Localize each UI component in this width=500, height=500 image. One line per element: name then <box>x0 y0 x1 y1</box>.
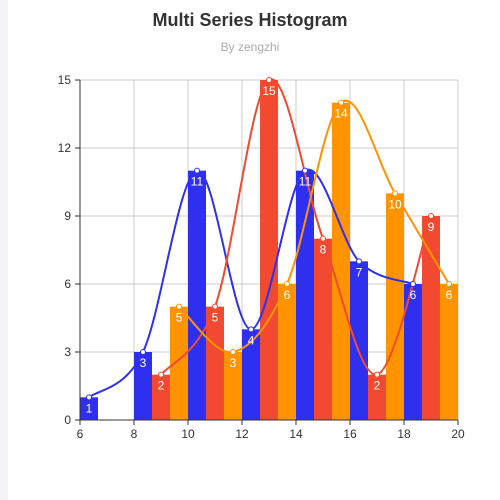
data-label: 8 <box>320 243 327 257</box>
y-tick-label: 3 <box>64 345 71 359</box>
bar <box>439 284 458 420</box>
series-point <box>410 281 417 287</box>
bar <box>404 284 423 420</box>
data-label: 6 <box>410 288 417 302</box>
data-labels: 1 3 11 4 11 7 6 2 5 15 8 2 9 5 3 6 14 10 6 <box>86 84 453 415</box>
y-tick-label: 0 <box>64 413 71 427</box>
data-label: 2 <box>158 379 165 393</box>
data-label: 15 <box>262 84 276 98</box>
data-label: 11 <box>299 175 312 189</box>
bar <box>188 170 207 420</box>
x-tick-label: 12 <box>235 427 249 441</box>
series-point <box>229 349 236 355</box>
bar <box>296 170 315 420</box>
bar-marks <box>80 80 458 421</box>
series-point <box>175 303 182 310</box>
data-label: 1 <box>86 401 93 415</box>
series-point <box>212 303 218 310</box>
series-point <box>140 349 147 355</box>
bar <box>206 306 224 420</box>
chart-title: Multi Series Histogram <box>152 10 348 30</box>
y-tick-label: 9 <box>64 209 71 223</box>
series-point <box>320 235 326 242</box>
series-point <box>391 190 398 197</box>
series-point <box>337 99 344 106</box>
series-point <box>248 326 255 333</box>
series-line <box>88 168 414 399</box>
series-point <box>374 371 380 378</box>
series-point <box>86 394 93 401</box>
bar <box>385 193 404 420</box>
series-point <box>158 371 164 378</box>
bar <box>260 80 278 420</box>
bar <box>331 102 350 421</box>
data-label: 3 <box>230 356 237 370</box>
series-point <box>302 167 309 174</box>
x-tick-label: 8 <box>131 427 138 441</box>
x-tick-label: 18 <box>397 427 411 441</box>
data-label: 5 <box>176 311 183 325</box>
y-tick-label: 12 <box>58 141 72 155</box>
bar <box>422 216 440 420</box>
series-point <box>356 258 363 265</box>
bar <box>314 238 332 420</box>
bar <box>350 261 369 420</box>
x-tick-label: 16 <box>343 427 357 441</box>
bar <box>169 306 188 420</box>
y-tick-label: 6 <box>64 277 71 291</box>
bar <box>223 352 242 420</box>
bar <box>134 352 153 420</box>
bar <box>277 284 296 420</box>
data-label: 7 <box>356 265 363 279</box>
series-points <box>86 77 452 401</box>
x-tick-label: 14 <box>289 427 303 441</box>
series-point <box>445 281 452 287</box>
y-tick-label: 15 <box>58 73 72 87</box>
data-label: 14 <box>334 107 348 121</box>
chart-subtitle: By zengzhi <box>220 40 280 54</box>
bar <box>80 397 99 420</box>
series-point <box>428 213 434 219</box>
x-tick-label: 20 <box>451 427 465 441</box>
data-label: 10 <box>388 197 402 211</box>
bar <box>152 374 170 420</box>
data-label: 9 <box>428 220 435 234</box>
data-label: 6 <box>284 288 291 302</box>
data-label: 6 <box>446 288 453 302</box>
data-label: 11 <box>191 175 204 189</box>
x-tick-label: 6 <box>77 427 84 441</box>
data-label: 3 <box>140 356 147 370</box>
data-label: 5 <box>212 311 219 325</box>
bar <box>368 374 386 420</box>
series-point <box>283 281 290 287</box>
data-label: 2 <box>374 379 381 393</box>
series-point <box>266 77 272 83</box>
series-point <box>194 167 201 174</box>
x-tick-label: 10 <box>181 427 195 441</box>
bar <box>242 329 261 420</box>
data-label: 4 <box>248 333 255 347</box>
